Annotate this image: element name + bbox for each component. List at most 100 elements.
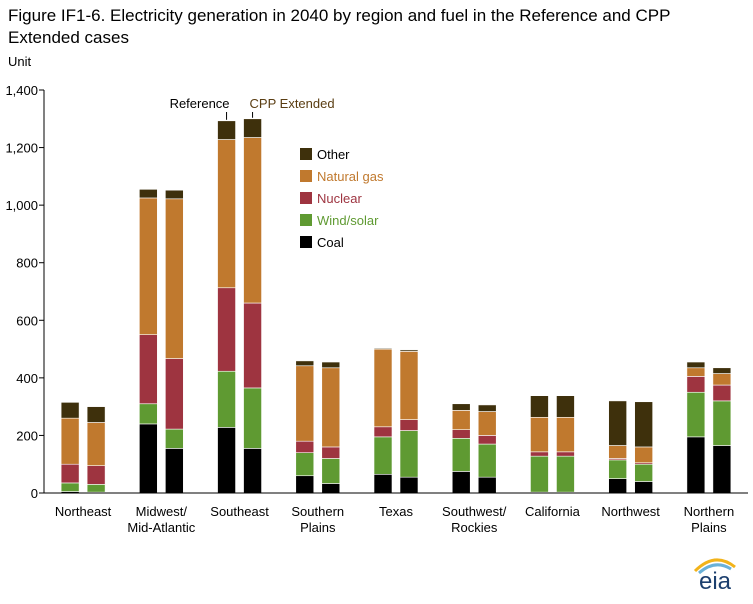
bar-segment-natural-gas-cpp: [165, 198, 184, 359]
bar-segment-natural-gas-reference: [60, 417, 80, 465]
bar-segment-natural-gas-cpp: [399, 351, 419, 420]
bar-segment-natural-gas-reference: [608, 445, 627, 459]
reference-case-label: Reference: [170, 96, 230, 111]
x-category-label: California: [525, 504, 581, 519]
x-category-label: Southwest/Rockies: [442, 504, 507, 535]
bar-segment-wind-solar-reference: [60, 482, 80, 492]
bar-segment-coal-cpp: [243, 448, 262, 494]
bar-segment-other-reference: [608, 400, 627, 446]
bar-segment-natural-gas-cpp: [321, 367, 341, 448]
bar-segment-wind-solar-reference: [530, 455, 549, 493]
y-tick-label: 1,200: [5, 141, 38, 156]
bar-segment-other-cpp: [556, 395, 575, 418]
y-tick-label: 1,400: [5, 83, 38, 98]
bar-segment-natural-gas-cpp: [556, 416, 575, 453]
bar-segment-wind-solar-reference: [217, 370, 236, 428]
bar-segment-nuclear-reference: [373, 426, 393, 438]
bar-segment-nuclear-reference: [60, 463, 80, 484]
eia-logo-icon: eia: [693, 558, 736, 595]
bar-segment-nuclear-cpp: [399, 419, 419, 431]
bar-segment-coal-cpp: [399, 476, 419, 494]
bar-segment-wind-solar-reference: [373, 436, 393, 475]
bar-segment-other-reference: [530, 395, 549, 418]
legend-swatch-nuclear: [300, 192, 312, 204]
bar-segment-wind-solar-cpp: [477, 443, 497, 478]
bar-segment-natural-gas-cpp: [243, 137, 262, 304]
bar-segment-coal-reference: [295, 475, 315, 494]
bar-segment-wind-solar-reference: [608, 459, 627, 479]
bar-segment-natural-gas-cpp: [634, 446, 653, 464]
eia-logo: eia: [689, 553, 741, 598]
bar-segment-natural-gas-reference: [373, 348, 393, 428]
bar-segment-other-reference: [139, 189, 158, 199]
bar-segment-wind-solar-reference: [686, 391, 706, 438]
bar-segment-natural-gas-reference: [451, 410, 471, 430]
legend-swatch-wind-solar: [300, 214, 312, 226]
bar-segment-other-reference: [60, 402, 80, 419]
bar-segment-wind-solar-cpp: [556, 455, 575, 493]
bar-segment-natural-gas-reference: [530, 416, 549, 453]
y-tick-label: 400: [16, 371, 38, 386]
bar-segment-other-cpp: [712, 367, 732, 374]
bar-segment-natural-gas-cpp: [86, 422, 106, 466]
bar-segment-wind-solar-cpp: [243, 387, 262, 449]
y-tick-label: 200: [16, 428, 38, 443]
bar-segment-wind-solar-cpp: [712, 400, 732, 446]
bar-segment-nuclear-cpp: [712, 384, 732, 402]
bar-segment-nuclear-reference: [530, 451, 549, 457]
bar-segment-wind-solar-cpp: [321, 458, 341, 484]
bar-segment-nuclear-cpp: [243, 302, 262, 389]
y-tick-label: 0: [31, 486, 38, 501]
bar-segment-other-cpp: [399, 349, 419, 352]
bar-segment-nuclear-cpp: [86, 465, 106, 485]
legend-label: Natural gas: [317, 169, 384, 184]
legend-label: Wind/solar: [317, 213, 379, 228]
y-axis: 0 200 400 600 800 1,000 1,200 1,400: [5, 83, 45, 501]
x-category-label: Southeast: [210, 504, 269, 519]
bar-segment-coal-cpp: [477, 476, 497, 494]
chart-title: Figure IF1-6. Electricity generation in …: [8, 6, 671, 47]
bar-segment-natural-gas-reference: [139, 197, 158, 335]
bar-segment-nuclear-reference: [295, 440, 315, 453]
bar-segment-nuclear-reference: [217, 287, 236, 372]
bar-segment-other-reference: [295, 360, 315, 367]
bar-segment-wind-solar-reference: [295, 452, 315, 477]
bar-segment-other-reference: [451, 403, 471, 411]
bar-segment-other-cpp: [477, 404, 497, 412]
bar-segment-wind-solar-cpp: [634, 463, 653, 482]
bar-segment-coal-reference: [608, 478, 627, 494]
legend-label: Nuclear: [317, 191, 362, 206]
bar-segment-coal-cpp: [165, 448, 184, 494]
x-axis: Northeast Midwest/Mid-Atlantic Southeast So…: [44, 492, 748, 535]
bar-segment-nuclear-cpp: [556, 451, 575, 457]
x-category-label: Northern Plains: [684, 504, 735, 535]
bar-segment-natural-gas-cpp: [477, 411, 497, 436]
bar-segment-other-cpp: [86, 406, 106, 423]
y-tick-label: 1,000: [5, 198, 38, 213]
bar-segment-coal-reference: [217, 427, 236, 494]
bar-segment-nuclear-cpp: [321, 446, 341, 459]
y-axis-unit-label: Unit: [8, 54, 32, 69]
bar-segment-coal-cpp: [634, 481, 653, 494]
bar-segment-other-cpp: [165, 189, 184, 200]
bar-segment-wind-solar-reference: [451, 438, 471, 472]
y-tick-label: 600: [16, 313, 38, 328]
bar-segment-natural-gas-cpp: [712, 373, 732, 386]
bar-segment-coal-reference: [451, 471, 471, 494]
y-tick-label: 800: [16, 256, 38, 271]
legend-label: Other: [317, 147, 350, 162]
bar-segment-other-reference: [373, 347, 393, 350]
bars-group: [60, 118, 732, 494]
bar-segment-coal-cpp: [712, 445, 732, 494]
bar-segment-coal-reference: [686, 436, 706, 494]
bar-segment-nuclear-cpp: [477, 435, 497, 445]
bar-segment-wind-solar-cpp: [86, 484, 106, 493]
bar-segment-wind-solar-cpp: [165, 428, 184, 449]
bar-segment-other-cpp: [634, 401, 653, 448]
bar-segment-wind-solar-reference: [139, 403, 158, 425]
bar-segment-other-reference: [686, 361, 706, 369]
bar-segment-other-cpp: [321, 361, 341, 369]
x-category-label: Midwest/Mid-Atlantic: [127, 504, 195, 535]
bar-segment-natural-gas-reference: [295, 365, 315, 442]
